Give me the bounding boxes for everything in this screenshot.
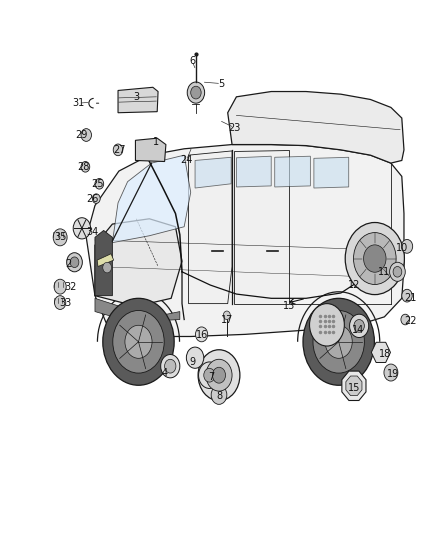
Text: 15: 15 [348,383,360,393]
Text: 9: 9 [189,357,195,367]
Circle shape [103,262,112,273]
Text: 12: 12 [348,280,360,290]
Circle shape [67,253,82,272]
Circle shape [186,347,204,368]
Circle shape [125,325,152,358]
Circle shape [325,325,352,358]
Circle shape [191,86,201,99]
Text: 3: 3 [133,92,139,102]
Circle shape [401,314,410,325]
Polygon shape [188,151,232,304]
Polygon shape [135,138,166,161]
Circle shape [113,144,123,156]
Text: 16: 16 [196,330,208,341]
Circle shape [70,257,79,268]
Circle shape [313,311,364,373]
Circle shape [393,266,402,277]
Text: 1: 1 [153,137,159,147]
Circle shape [81,128,92,141]
Text: 2: 2 [66,259,72,269]
Circle shape [303,298,374,385]
Circle shape [384,364,398,381]
Circle shape [187,82,205,103]
Text: 4: 4 [162,368,168,377]
Text: 7: 7 [208,372,214,382]
Circle shape [206,359,232,391]
Text: 29: 29 [76,130,88,140]
Polygon shape [95,298,180,322]
Text: 24: 24 [180,156,193,165]
Text: 34: 34 [87,227,99,237]
Text: 28: 28 [77,162,89,172]
Text: 8: 8 [216,391,222,401]
Circle shape [198,362,220,389]
Circle shape [390,262,405,281]
Circle shape [402,289,412,302]
Circle shape [95,179,104,189]
Circle shape [364,245,386,272]
Circle shape [354,319,364,332]
Circle shape [345,222,404,295]
Text: 27: 27 [113,145,126,155]
Text: 25: 25 [91,179,103,189]
Circle shape [92,194,100,204]
Text: 17: 17 [221,314,233,325]
Polygon shape [342,371,366,400]
Polygon shape [97,254,114,266]
Circle shape [54,279,66,294]
Text: 18: 18 [379,349,392,359]
Circle shape [165,359,176,373]
Text: 13: 13 [283,301,295,311]
Text: 23: 23 [228,123,240,133]
Text: 31: 31 [73,98,85,108]
Circle shape [73,217,91,239]
Polygon shape [237,156,271,187]
Polygon shape [195,157,231,188]
Circle shape [353,232,396,285]
Polygon shape [346,376,362,395]
Circle shape [53,229,67,246]
Circle shape [103,298,174,385]
Text: 21: 21 [404,293,417,303]
Text: 33: 33 [60,297,72,308]
Circle shape [350,314,369,337]
Text: 35: 35 [54,232,66,243]
Text: 14: 14 [352,325,364,335]
Text: 11: 11 [378,267,391,277]
Text: 32: 32 [64,281,76,292]
Circle shape [401,239,413,253]
Polygon shape [275,156,311,187]
Circle shape [161,354,180,378]
Polygon shape [234,150,289,304]
Text: 10: 10 [396,243,408,253]
Circle shape [212,367,226,383]
Text: 19: 19 [387,369,399,378]
Polygon shape [228,92,404,163]
Polygon shape [95,219,182,306]
Polygon shape [113,155,191,243]
Text: 22: 22 [404,316,417,326]
Circle shape [113,311,164,373]
Text: 5: 5 [218,78,224,88]
Text: 6: 6 [189,56,195,66]
Circle shape [223,311,230,319]
Circle shape [198,350,240,401]
Polygon shape [95,230,113,296]
Circle shape [211,385,227,405]
Circle shape [195,327,208,342]
Polygon shape [371,342,391,362]
Circle shape [54,296,66,310]
Circle shape [310,304,344,346]
Polygon shape [314,157,349,188]
Polygon shape [118,87,158,113]
Circle shape [81,161,90,172]
Text: 26: 26 [87,193,99,204]
Circle shape [204,368,215,382]
Polygon shape [86,144,404,336]
